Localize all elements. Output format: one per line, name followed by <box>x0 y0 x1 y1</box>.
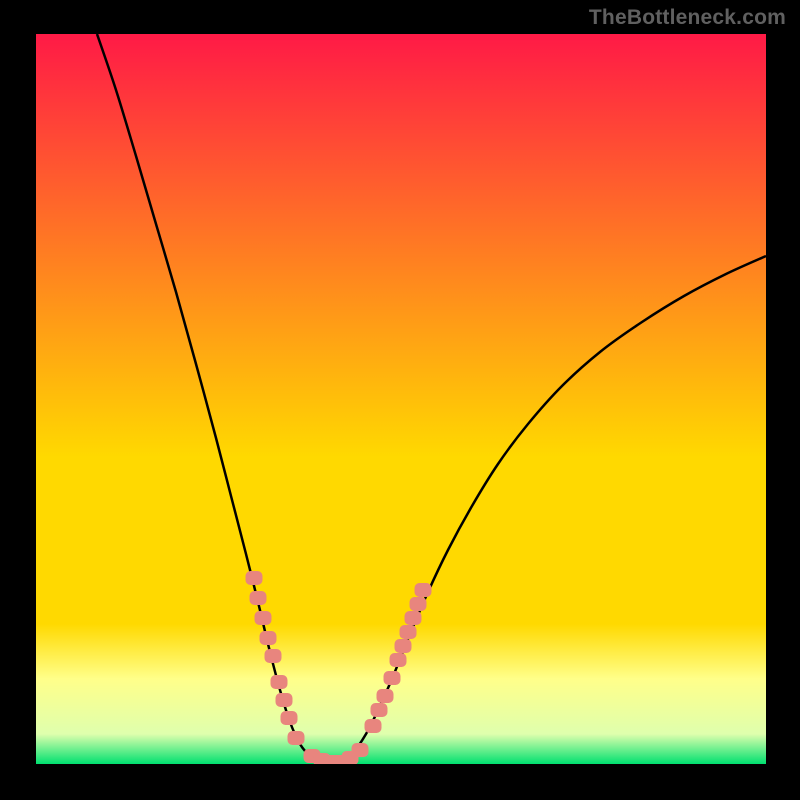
bead <box>371 703 388 717</box>
bead <box>260 631 277 645</box>
bead <box>352 743 369 757</box>
bead <box>276 693 293 707</box>
bead <box>410 597 427 611</box>
bead <box>255 611 272 625</box>
bead <box>271 675 288 689</box>
bead <box>395 639 412 653</box>
chart-svg <box>36 34 766 764</box>
bead <box>405 611 422 625</box>
watermark-text: TheBottleneck.com <box>589 6 786 30</box>
bead <box>415 583 432 597</box>
bead <box>365 719 382 733</box>
bead <box>390 653 407 667</box>
bead <box>265 649 282 663</box>
bead <box>246 571 263 585</box>
bead <box>384 671 401 685</box>
bead <box>377 689 394 703</box>
bead <box>400 625 417 639</box>
bead <box>288 731 305 745</box>
bead <box>250 591 267 605</box>
bottleneck-curve <box>97 34 766 764</box>
bead <box>281 711 298 725</box>
plot-area <box>36 34 766 764</box>
